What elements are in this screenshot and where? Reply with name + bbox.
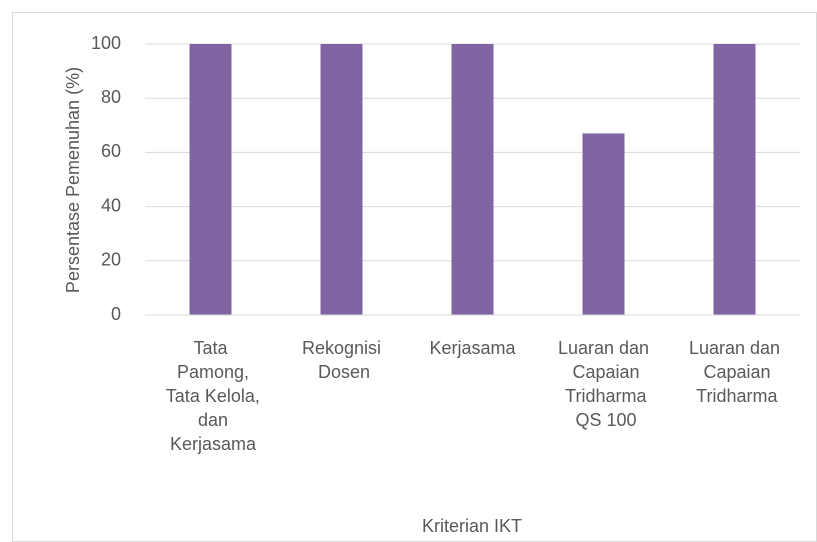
bar (451, 44, 494, 315)
y-tick-label: 20 (101, 250, 121, 270)
y-tick-label: 100 (91, 33, 121, 53)
x-tick-label: Luaran dan Capaian Tridharma QS 100 (558, 338, 649, 430)
x-tick-label: Rekognisi Dosen (302, 338, 381, 382)
y-tick-label: 40 (101, 195, 121, 215)
x-tick-label: Tata Pamong, Tata Kelola, dan Kerjasama (161, 338, 260, 454)
x-tick-label: Luaran dan Capaian Tridharma (689, 338, 780, 406)
x-tick-label: Kerjasama (429, 338, 516, 358)
chart-border (12, 12, 817, 542)
y-tick-label: 80 (101, 87, 121, 107)
x-axis-title: Kriterian IKT (422, 516, 522, 536)
bar (320, 44, 363, 315)
y-axis-title: Persentase Pemenuhan (%) (63, 67, 83, 293)
bar (189, 44, 232, 315)
y-tick-label: 60 (101, 141, 121, 161)
y-tick-label: 0 (111, 304, 121, 324)
bar (582, 133, 625, 315)
bar (713, 44, 756, 315)
